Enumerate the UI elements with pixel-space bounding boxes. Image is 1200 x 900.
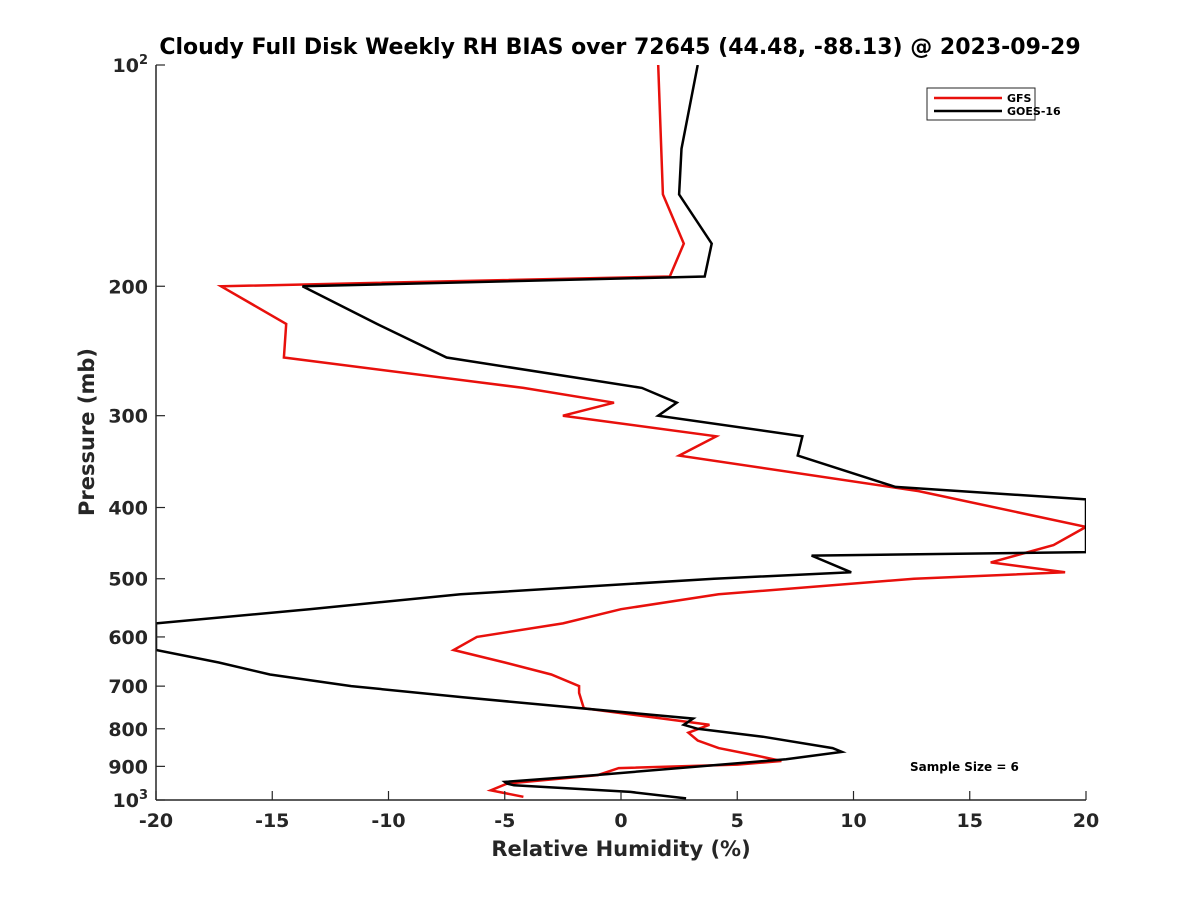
x-tick-label: 15: [957, 810, 983, 832]
x-tick-label: 20: [1073, 810, 1099, 832]
x-tick-label: -10: [371, 810, 405, 832]
y-tick-label: 800: [108, 719, 148, 741]
series-line-goes16: [156, 65, 1086, 800]
y-tick-label: 103: [113, 788, 149, 812]
y-axis-ticks: 102 200 300 400 500 600 700 800 900 103: [108, 53, 165, 812]
x-tick-label: -20: [139, 810, 173, 832]
y-tick-label: 400: [108, 498, 148, 520]
y-tick-label: 700: [108, 676, 148, 698]
x-axis-label: Relative Humidity (%): [491, 837, 750, 861]
x-tick-label: -5: [494, 810, 515, 832]
y-tick-label: 900: [108, 756, 148, 778]
sample-size-annotation: Sample Size = 6: [910, 760, 1019, 774]
x-tick-label: 5: [731, 810, 744, 832]
x-tick-label: -15: [255, 810, 289, 832]
y-tick-label: 600: [108, 627, 148, 649]
y-tick-label: 300: [108, 406, 148, 428]
y-tick-label: 102: [113, 53, 149, 77]
legend-label-gfs: GFS: [1007, 92, 1032, 105]
x-tick-label: 10: [840, 810, 866, 832]
series-line-gfs: [216, 65, 1086, 799]
x-axis-ticks: -20 -15 -10 -5 0 5 10 15 20: [139, 791, 1099, 832]
legend: GFS GOES-16: [926, 87, 1061, 121]
legend-label-goes16: GOES-16: [1007, 105, 1061, 118]
y-axis-label: Pressure (mb): [75, 348, 99, 516]
y-tick-label: 200: [108, 276, 148, 298]
legend-box: [926, 87, 1036, 121]
chart-title: Cloudy Full Disk Weekly RH BIAS over 726…: [159, 35, 1080, 60]
series-layer: [156, 65, 1086, 800]
y-tick-label: 500: [108, 569, 148, 591]
x-tick-label: 0: [614, 810, 627, 832]
plot-area: [156, 65, 1086, 800]
